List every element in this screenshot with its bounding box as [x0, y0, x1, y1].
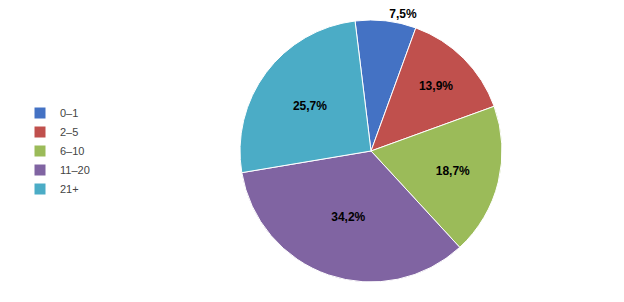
svg-text:13,9%: 13,9% [419, 79, 453, 93]
svg-text:11–20: 11–20 [60, 164, 90, 176]
svg-text:0–1: 0–1 [60, 107, 78, 119]
svg-text:21+: 21+ [60, 183, 79, 195]
svg-text:6–10: 6–10 [60, 145, 84, 157]
svg-text:2–5: 2–5 [60, 126, 78, 138]
svg-text:7,5%: 7,5% [389, 7, 417, 21]
svg-text:18,7%: 18,7% [436, 164, 470, 178]
svg-text:34,2%: 34,2% [331, 210, 365, 224]
svg-text:25,7%: 25,7% [293, 99, 327, 113]
